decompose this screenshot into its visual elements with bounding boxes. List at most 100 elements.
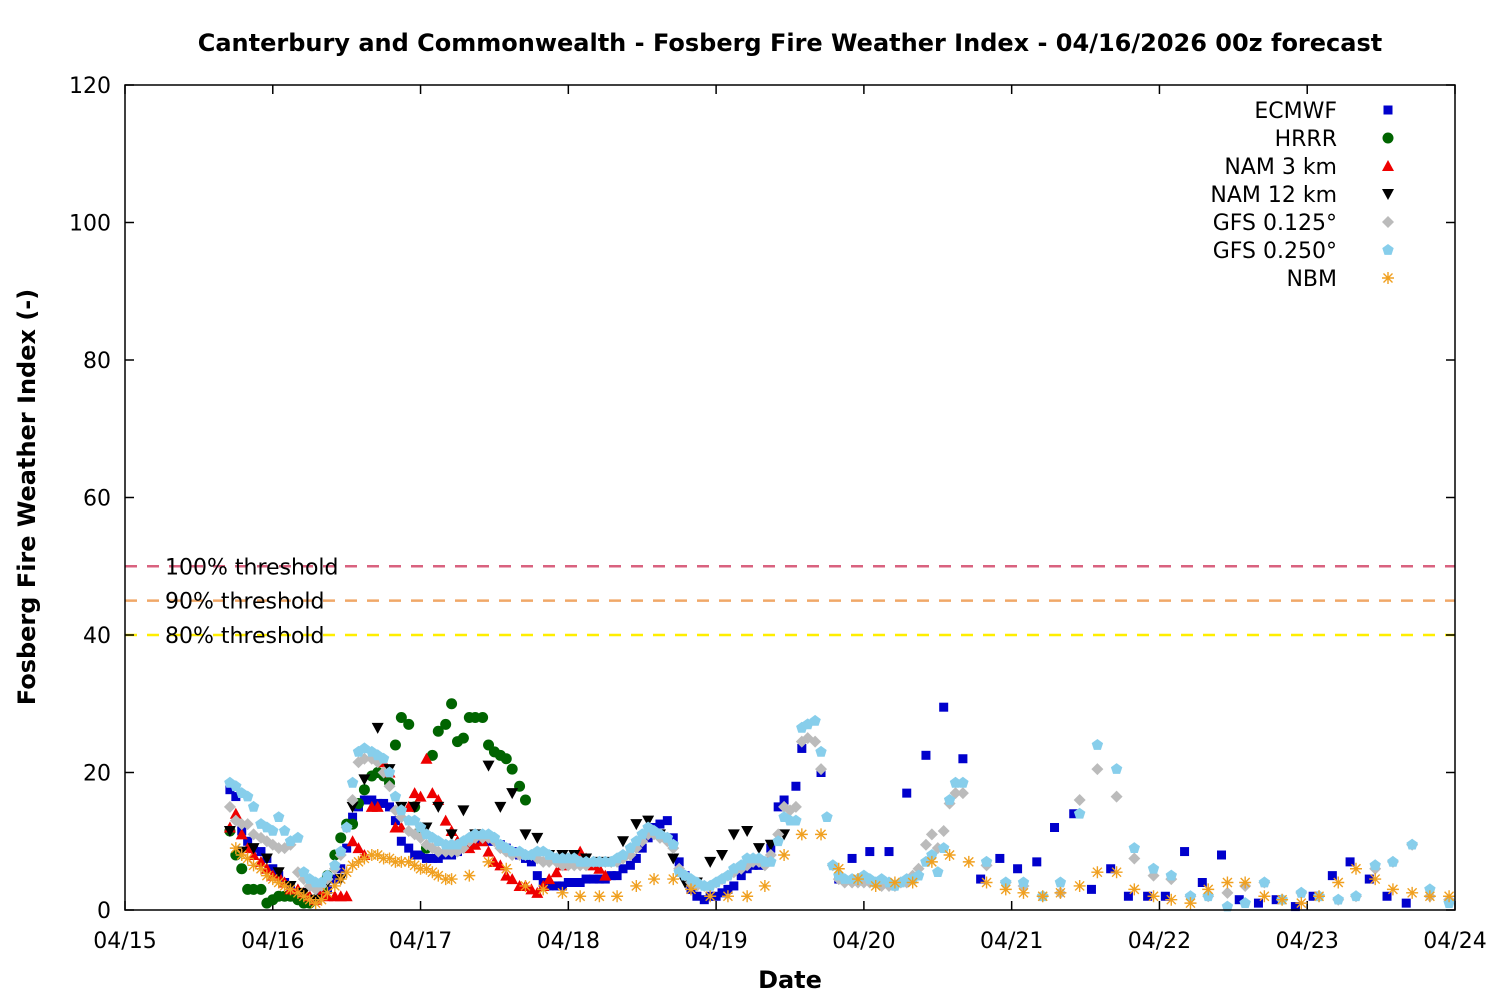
data-point bbox=[593, 890, 606, 903]
data-point bbox=[661, 831, 674, 843]
data-point bbox=[358, 852, 371, 865]
data-point bbox=[292, 831, 304, 843]
data-point bbox=[427, 853, 437, 863]
data-point bbox=[254, 855, 267, 867]
data-point bbox=[1106, 864, 1116, 874]
data-point bbox=[445, 873, 458, 886]
data-point bbox=[869, 879, 882, 892]
data-point bbox=[937, 824, 950, 837]
data-point bbox=[1086, 884, 1096, 894]
data-point bbox=[385, 802, 395, 812]
data-point bbox=[390, 816, 400, 826]
data-point bbox=[241, 818, 254, 831]
data-point bbox=[1221, 900, 1234, 912]
data-point bbox=[352, 855, 365, 868]
data-point bbox=[500, 753, 512, 765]
x-tick-label: 04/18 bbox=[537, 929, 600, 954]
data-point bbox=[1350, 890, 1362, 902]
data-point bbox=[396, 836, 406, 846]
data-point bbox=[273, 811, 285, 822]
data-point bbox=[580, 855, 592, 867]
data-point bbox=[457, 732, 469, 744]
data-point bbox=[341, 821, 353, 833]
data-point bbox=[612, 871, 622, 881]
legend-label: HRRR bbox=[1275, 127, 1337, 152]
legend-marker bbox=[1382, 160, 1394, 171]
data-point bbox=[1387, 855, 1399, 867]
data-point bbox=[1443, 890, 1456, 903]
data-point bbox=[797, 743, 807, 753]
data-point bbox=[255, 883, 267, 895]
data-point bbox=[256, 847, 266, 857]
data-point bbox=[574, 890, 587, 903]
x-axis-label: Date bbox=[758, 966, 822, 994]
data-point bbox=[469, 828, 481, 840]
data-point bbox=[865, 847, 875, 857]
data-point bbox=[1073, 807, 1086, 819]
data-point bbox=[704, 856, 717, 868]
data-point bbox=[662, 816, 672, 826]
data-point bbox=[358, 774, 371, 786]
data-point bbox=[432, 801, 445, 813]
data-point bbox=[884, 847, 894, 857]
data-point bbox=[995, 853, 1005, 863]
data-point bbox=[1017, 876, 1030, 888]
data-point bbox=[377, 752, 390, 764]
data-point bbox=[469, 838, 482, 850]
data-point bbox=[1406, 886, 1419, 899]
data-point bbox=[729, 881, 739, 891]
legend-marker bbox=[1382, 216, 1394, 228]
data-point bbox=[1073, 879, 1086, 892]
data-point bbox=[416, 850, 426, 860]
data-point bbox=[346, 776, 359, 788]
data-point bbox=[1386, 883, 1399, 896]
data-point bbox=[445, 829, 458, 841]
data-point bbox=[229, 807, 242, 819]
data-point bbox=[1013, 864, 1023, 874]
data-point bbox=[519, 829, 532, 841]
data-point bbox=[420, 752, 433, 764]
data-point bbox=[667, 873, 680, 886]
data-point bbox=[544, 881, 554, 891]
data-point bbox=[1110, 763, 1123, 774]
y-tick-label: 40 bbox=[83, 624, 111, 649]
data-point bbox=[684, 883, 697, 896]
data-point bbox=[957, 776, 969, 788]
data-point bbox=[328, 879, 341, 892]
data-point bbox=[1313, 890, 1326, 903]
data-point bbox=[1423, 890, 1436, 903]
data-point bbox=[1221, 876, 1234, 889]
data-point bbox=[611, 890, 624, 903]
data-point bbox=[999, 883, 1012, 896]
data-point bbox=[1054, 886, 1067, 899]
data-point bbox=[1258, 890, 1271, 903]
data-point bbox=[267, 824, 279, 836]
data-point bbox=[809, 735, 822, 748]
data-point bbox=[1128, 852, 1141, 865]
data-point bbox=[575, 878, 585, 887]
x-tick-label: 04/20 bbox=[832, 929, 895, 954]
data-point bbox=[482, 855, 495, 868]
legend-label: NBM bbox=[1286, 267, 1337, 292]
y-axis-ticks: 0 20 40 60 80 100 120 bbox=[69, 74, 1455, 924]
data-point bbox=[1032, 857, 1042, 867]
data-point bbox=[395, 712, 407, 723]
data-point bbox=[321, 886, 334, 899]
data-point bbox=[247, 800, 260, 812]
data-point bbox=[593, 862, 606, 874]
legend-label: GFS 0.125° bbox=[1213, 211, 1337, 236]
data-point bbox=[278, 879, 291, 892]
data-point bbox=[741, 825, 754, 837]
data-point bbox=[433, 853, 443, 863]
y-tick-label: 0 bbox=[97, 899, 111, 924]
data-point bbox=[1128, 883, 1141, 896]
data-point bbox=[223, 800, 236, 813]
x-tick-label: 04/24 bbox=[1423, 929, 1486, 954]
legend-marker bbox=[1383, 105, 1393, 115]
series-nbm bbox=[229, 828, 1456, 910]
data-point bbox=[371, 800, 384, 812]
data-point bbox=[1369, 859, 1381, 871]
data-point bbox=[291, 886, 304, 899]
data-point bbox=[432, 725, 444, 737]
data-point bbox=[519, 879, 532, 892]
